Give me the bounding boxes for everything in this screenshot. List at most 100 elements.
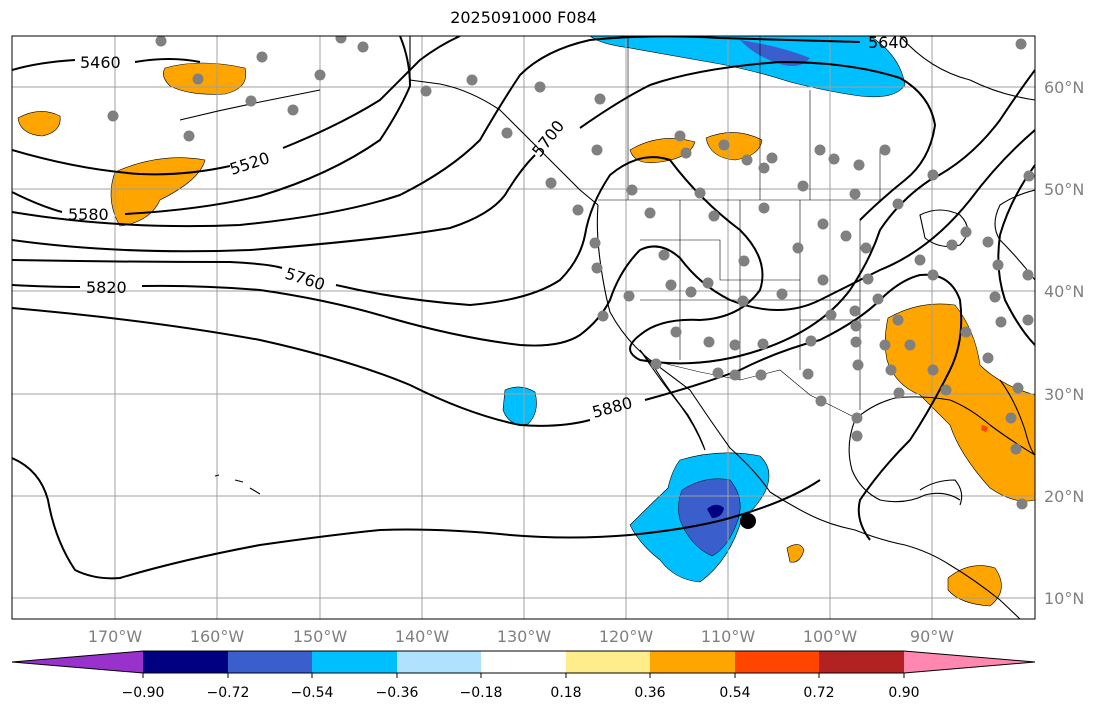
station-dot <box>712 367 724 379</box>
colorbar-tick-label: −0.54 <box>291 685 334 701</box>
colorbar-segment <box>143 651 228 673</box>
station-dot <box>545 177 557 189</box>
anomaly-shading <box>17 36 1035 607</box>
station-dot <box>797 180 809 192</box>
station-dot <box>849 188 861 200</box>
station-dot <box>815 395 827 407</box>
contour-5700 <box>12 60 937 253</box>
lon-label: 100°W <box>803 627 858 646</box>
longitude-labels: 170°W 160°W 150°W 140°W 130°W 120°W 110°… <box>88 627 954 646</box>
florida-coast <box>999 379 1035 456</box>
anomaly-positive-region <box>163 62 247 95</box>
station-dot <box>853 159 865 171</box>
station-dot <box>982 352 994 364</box>
station-dot <box>626 184 638 196</box>
anomaly-strong-positive-spot <box>981 425 988 432</box>
station-dot <box>534 81 546 93</box>
anomaly-negative-core <box>740 40 810 66</box>
station-dot <box>940 384 952 396</box>
anomaly-positive-region <box>884 303 1035 502</box>
colorbar-segment <box>566 651 650 673</box>
contour-5760 <box>12 69 1035 365</box>
station-dot <box>982 236 994 248</box>
station-dot <box>817 274 829 286</box>
station-dot <box>927 364 939 376</box>
station-dot <box>755 369 767 381</box>
station-dot <box>927 269 939 281</box>
lon-label: 110°W <box>701 627 756 646</box>
lat-label: 30°N <box>1044 385 1084 404</box>
station-dot <box>1023 170 1035 182</box>
station-dot <box>107 110 119 122</box>
colorbar-segment <box>481 651 566 673</box>
station-dot <box>623 290 635 302</box>
station-dot <box>850 336 862 348</box>
station-dot <box>314 69 326 81</box>
station-dot <box>885 364 897 376</box>
station-dot <box>860 242 872 254</box>
map-frame <box>11 35 1036 620</box>
station-dot <box>501 127 513 139</box>
station-dot <box>1016 498 1028 510</box>
anomaly-positive-region <box>110 157 206 227</box>
lon-label: 160°W <box>190 627 245 646</box>
station-dot <box>1010 443 1022 455</box>
station-dot <box>893 387 905 399</box>
station-dot <box>665 279 677 291</box>
station-dot <box>758 162 770 174</box>
lon-label: 90°W <box>910 627 954 646</box>
canada-province-lines <box>627 36 881 200</box>
station-dot <box>1022 314 1034 326</box>
lon-label: 130°W <box>497 627 552 646</box>
anomaly-positive-region <box>786 544 805 563</box>
station-dot <box>1005 412 1017 424</box>
anomaly-negative-region <box>502 386 537 425</box>
station-dot <box>738 255 750 267</box>
lon-label: 170°W <box>88 627 143 646</box>
station-dot <box>335 36 347 44</box>
station-dot <box>851 430 863 442</box>
station-dot <box>989 291 1001 303</box>
lon-label: 150°W <box>293 627 348 646</box>
station-dot <box>1022 269 1034 281</box>
station-dot <box>825 309 837 321</box>
station-dot <box>851 412 863 424</box>
station-dot <box>814 144 826 156</box>
station-dot <box>357 41 369 53</box>
station-dot <box>729 369 741 381</box>
colorbar-segment <box>650 651 735 673</box>
station-dot <box>703 336 715 348</box>
station-dot <box>729 339 741 351</box>
station-dot <box>995 316 1007 328</box>
colorbar-tick-label: 0.72 <box>803 685 834 701</box>
station-dot <box>960 226 972 238</box>
contour-5580 <box>12 36 412 215</box>
north-america-west-coast <box>596 204 1021 619</box>
colorbar-labels: −0.90 −0.72 −0.54 −0.36 −0.18 0.18 0.36 … <box>122 685 920 701</box>
station-dot <box>1015 38 1027 50</box>
lat-label: 40°N <box>1044 282 1084 301</box>
graticule <box>12 36 1035 619</box>
colorbar-tick-label: −0.90 <box>122 685 165 701</box>
contour-label-5580: 5580 <box>68 205 109 224</box>
station-dot <box>776 288 788 300</box>
storm-center-marker <box>740 513 756 529</box>
aleutian-chain <box>179 89 321 121</box>
anomaly-positive-region <box>17 111 61 137</box>
station-dot <box>852 359 864 371</box>
hawaii-islands <box>214 474 261 495</box>
station-dot <box>872 293 884 305</box>
station-dot <box>245 95 257 107</box>
lat-label: 60°N <box>1044 78 1084 97</box>
us-mexico-border <box>649 359 861 421</box>
colorbar-tick-label: −0.18 <box>460 685 503 701</box>
station-dot <box>946 239 958 251</box>
anomaly-negative-core <box>678 478 741 557</box>
station-dot <box>992 259 1004 271</box>
colorbar-tick-label: −0.36 <box>376 685 419 701</box>
colorbar-segment <box>397 651 481 673</box>
map-panel: 5460 5520 5580 5640 5700 5760 5820 5880 <box>12 36 1035 619</box>
station-dot <box>718 139 730 151</box>
colorbar-segment <box>819 651 904 673</box>
